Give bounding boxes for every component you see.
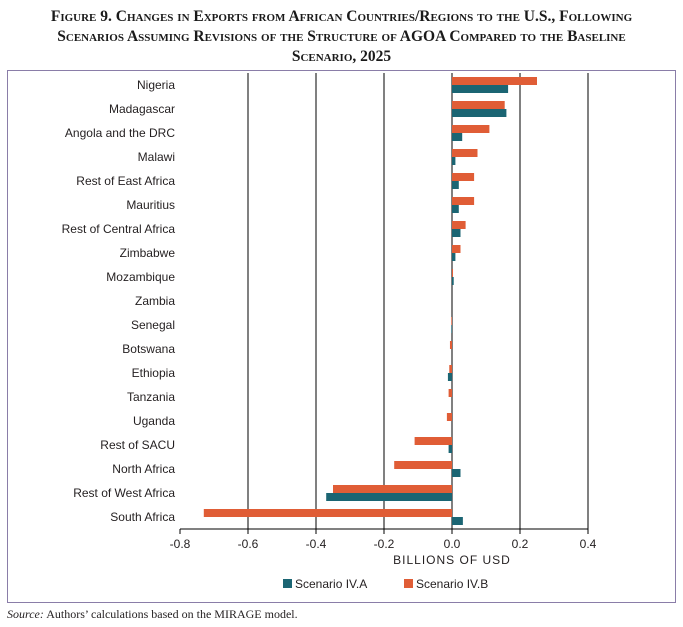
- legend-scenario-ivb-swatch: [404, 579, 413, 588]
- bar-scenario-ivb: [452, 101, 505, 109]
- bar-scenario-iva: [447, 373, 452, 381]
- chart-frame: [7, 70, 676, 603]
- bar-scenario-ivb: [414, 437, 452, 445]
- bar-scenario-iva: [452, 181, 459, 189]
- bar-scenario-iva: [452, 133, 463, 141]
- legend-scenario-ivb-label: Scenario IV.B: [416, 577, 488, 591]
- x-tick-label: 0.4: [580, 537, 597, 551]
- bar-scenario-ivb: [452, 221, 466, 229]
- title-line-2: Scenarios Assuming Revisions of the Stru…: [57, 28, 626, 45]
- category-label: Mauritius: [126, 198, 175, 212]
- source-note: Source: Authors’ calculations based on t…: [7, 607, 298, 622]
- bar-scenario-ivb: [452, 197, 475, 205]
- category-label: Uganda: [133, 414, 175, 428]
- bar-scenario-ivb: [451, 317, 452, 325]
- bar-scenario-iva: [451, 325, 452, 333]
- bar-scenario-ivb: [452, 77, 537, 85]
- bar-scenario-ivb: [452, 173, 475, 181]
- bar-scenario-iva: [452, 157, 456, 165]
- category-label: Rest of East Africa: [76, 174, 175, 188]
- title-line-3: Scenario, 2025: [291, 48, 392, 65]
- bar-scenario-iva: [452, 277, 454, 285]
- bar-scenario-ivb: [452, 125, 490, 133]
- bar-scenario-ivb: [449, 341, 452, 349]
- x-tick-label: 0.0: [444, 537, 461, 551]
- x-axis-title: BILLIONS OF USD: [393, 553, 511, 567]
- category-label: Ethiopia: [132, 366, 176, 380]
- legend-scenario-iva-swatch: [283, 579, 292, 588]
- x-tick-label: -0.8: [170, 537, 191, 551]
- bar-scenario-iva: [452, 253, 456, 261]
- bar-scenario-ivb: [394, 461, 452, 469]
- x-tick-label: -0.2: [374, 537, 395, 551]
- category-label: Rest of West Africa: [73, 486, 175, 500]
- category-label: Rest of Central Africa: [62, 222, 176, 236]
- x-tick-label: -0.6: [238, 537, 259, 551]
- category-label: Zambia: [135, 294, 175, 308]
- chart-title: Figure 9. Changes in Exports from Africa…: [0, 7, 683, 67]
- bar-scenario-iva: [452, 517, 463, 525]
- category-label: Botswana: [122, 342, 175, 356]
- category-label: Nigeria: [137, 78, 175, 92]
- bar-scenario-iva: [452, 109, 507, 117]
- source-text: Authors’ calculations based on the MIRAG…: [46, 607, 298, 621]
- bar-scenario-ivb: [449, 365, 452, 373]
- bar-scenario-ivb: [452, 245, 461, 253]
- category-label: Mozambique: [106, 270, 175, 284]
- bar-scenario-ivb: [333, 485, 452, 493]
- category-label: Madagascar: [109, 102, 175, 116]
- bar-scenario-iva: [452, 469, 461, 477]
- x-tick-label: -0.4: [306, 537, 327, 551]
- category-label: Malawi: [138, 150, 175, 164]
- category-label: Tanzania: [127, 390, 175, 404]
- bar-scenario-iva: [326, 493, 452, 501]
- legend-scenario-iva-label: Scenario IV.A: [295, 577, 367, 591]
- source-label: Source:: [7, 607, 44, 621]
- bar-scenario-ivb: [452, 149, 478, 157]
- bar-scenario-ivb: [452, 269, 454, 277]
- bar-scenario-ivb: [446, 413, 452, 421]
- title-line-1: Figure 9. Changes in Exports from Africa…: [50, 8, 633, 25]
- category-label: Zimbabwe: [120, 246, 176, 260]
- bar-scenario-ivb: [448, 389, 452, 397]
- bar-scenario-iva: [452, 85, 509, 93]
- bar-scenario-iva: [448, 445, 452, 453]
- category-label: South Africa: [110, 510, 175, 524]
- category-label: Rest of SACU: [100, 438, 175, 452]
- bar-scenario-ivb: [203, 509, 452, 517]
- bar-scenario-iva: [452, 205, 459, 213]
- category-label: North Africa: [112, 462, 175, 476]
- x-tick-label: 0.2: [512, 537, 529, 551]
- bar-scenario-iva: [452, 229, 461, 237]
- category-label: Angola and the DRC: [65, 126, 175, 140]
- category-label: Senegal: [131, 318, 175, 332]
